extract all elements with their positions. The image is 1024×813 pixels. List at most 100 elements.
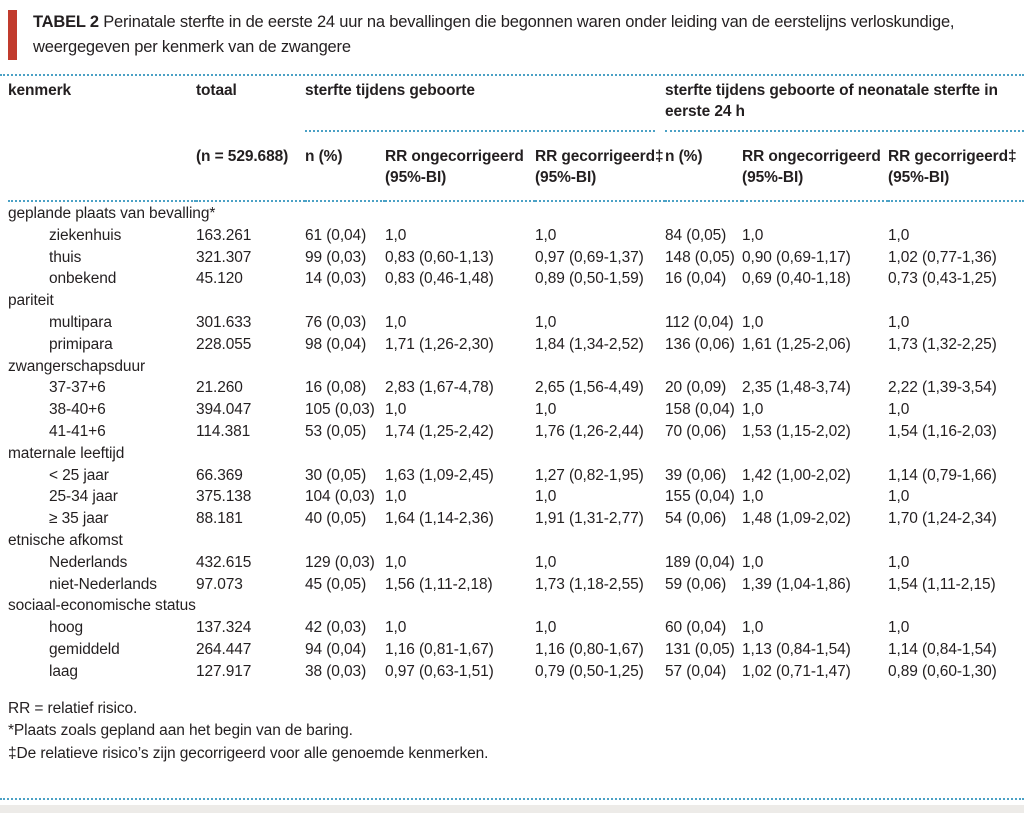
g1-n-value: 42 (0,03) — [305, 619, 367, 637]
table-row: ziekenhuis 163.261 61 (0,04) 1,0 1,0 84 (0,05… — [8, 225, 1024, 247]
g2-rr-corrected-value: 1,0 — [888, 226, 910, 244]
row-kenmerk: primipara — [49, 335, 113, 353]
g2-rr-uncorrected-value: 1,42 (1,00-2,02) — [742, 466, 851, 484]
g2-n-value: 57 (0,04) — [665, 662, 727, 680]
g1-rr-uncorrected-value: 1,71 (1,26-2,30) — [385, 335, 494, 353]
g2-n-value: 59 (0,06) — [665, 575, 727, 593]
section-row: pariteit — [8, 290, 1024, 312]
g2-n-value: 155 (0,04) — [665, 488, 735, 506]
row-totaal: 45.120 — [196, 270, 243, 288]
g1-rr-uncorrected-value: 1,0 — [385, 488, 407, 506]
table-row: niet-Nederlands 97.073 45 (0,05) 1,56 (1,11… — [8, 574, 1024, 596]
g2-rr-corrected-value: 0,89 (0,60-1,30) — [888, 662, 997, 680]
row-kenmerk: 25-34 jaar — [49, 488, 118, 506]
g2-col-rr-corrected: RR gecorrigeerd‡ (95%-BI) — [888, 148, 1017, 186]
g1-rr-uncorrected-value: 1,16 (0,81-1,67) — [385, 640, 494, 658]
g2-col-rr-uncorrected: RR ongecorrigeerd (95%-BI) — [742, 148, 881, 186]
group-header-sterfte-24h: sterfte tijdens geboorte of neonatale st… — [665, 76, 1024, 136]
section-row: sociaal-economische status — [8, 595, 1024, 617]
g2-rr-corrected-value: 1,0 — [888, 313, 910, 331]
row-kenmerk: ziekenhuis — [49, 226, 122, 244]
g1-rr-corrected-value: 1,0 — [535, 226, 557, 244]
section-label: pariteit — [8, 292, 54, 310]
top-rule — [0, 74, 1024, 76]
page-bottom-strip — [0, 805, 1024, 813]
header-row-groups: kenmerk totaal sterfte tijdens geboorte … — [8, 76, 1024, 136]
g2-rr-corrected-value: 1,54 (1,16-2,03) — [888, 422, 997, 440]
g2-n-value: 131 (0,05) — [665, 640, 735, 658]
g2-n-value: 112 (0,04) — [665, 313, 734, 331]
footnotes: RR = relatief risico. *Plaats zoals gepl… — [8, 698, 1016, 766]
section-label: zwangerschapsduur — [8, 357, 146, 375]
g2-rr-uncorrected-value: 0,69 (0,40-1,18) — [742, 270, 851, 288]
row-totaal: 127.917 — [196, 662, 252, 680]
g1-n-value: 61 (0,04) — [305, 226, 367, 244]
g1-rr-uncorrected-value: 0,83 (0,60-1,13) — [385, 248, 494, 266]
g2-n-value: 84 (0,05) — [665, 226, 727, 244]
g2-rr-uncorrected-value: 1,02 (0,71-1,47) — [742, 662, 851, 680]
section-label: etnische afkomst — [8, 531, 123, 549]
table-row: ≥ 35 jaar 88.181 40 (0,05) 1,64 (1,14-2,36)… — [8, 508, 1024, 530]
g1-n-value: 98 (0,04) — [305, 335, 367, 353]
g2-rr-uncorrected-value: 1,13 (0,84-1,54) — [742, 640, 851, 658]
section-row: etnische afkomst — [8, 530, 1024, 552]
accent-bar — [8, 10, 17, 60]
row-kenmerk: Nederlands — [49, 553, 128, 571]
g1-n-value: 45 (0,05) — [305, 575, 367, 593]
g2-rr-uncorrected-value: 1,0 — [742, 226, 764, 244]
table-row: Nederlands 432.615 129 (0,03) 1,0 1,0 189 (0,… — [8, 552, 1024, 574]
row-kenmerk: 38-40+6 — [49, 401, 106, 419]
g1-n-value: 14 (0,03) — [305, 270, 367, 288]
row-totaal: 97.073 — [196, 575, 243, 593]
g1-rr-uncorrected-value: 0,83 (0,46-1,48) — [385, 270, 494, 288]
g2-rr-corrected-value: 1,0 — [888, 401, 910, 419]
g1-n-value: 16 (0,08) — [305, 379, 367, 397]
table-row: thuis 321.307 99 (0,03) 0,83 (0,60-1,13) 0,9… — [8, 247, 1024, 269]
section-label: sociaal-economische status — [8, 597, 196, 615]
g1-rr-corrected-value: 1,16 (0,80-1,67) — [535, 640, 644, 658]
g1-n-value: 30 (0,05) — [305, 466, 367, 484]
g2-n-value: 158 (0,04) — [665, 401, 735, 419]
g2-rr-uncorrected-value: 1,0 — [742, 488, 764, 506]
row-totaal: 88.181 — [196, 510, 243, 528]
row-kenmerk: onbekend — [49, 270, 117, 288]
footnote-asterisk: *Plaats zoals gepland aan het begin van … — [8, 722, 353, 740]
g1-n-value: 38 (0,03) — [305, 662, 367, 680]
g2-rr-uncorrected-value: 1,0 — [742, 313, 764, 331]
g1-rr-uncorrected-value: 1,0 — [385, 553, 407, 571]
table-row: laag 127.917 38 (0,03) 0,97 (0,63-1,51) 0,79… — [8, 661, 1024, 683]
g1-rr-uncorrected-value: 1,56 (1,11-2,18) — [385, 575, 493, 593]
g2-n-value: 70 (0,06) — [665, 422, 727, 440]
table-header: kenmerk totaal sterfte tijdens geboorte … — [8, 76, 1024, 203]
row-kenmerk: 41-41+6 — [49, 422, 106, 440]
table-row: 25-34 jaar 375.138 104 (0,03) 1,0 1,0 155 (0,… — [8, 486, 1024, 508]
g2-n-value: 189 (0,04) — [665, 553, 735, 571]
header-row-subcolumns: (n = 529.688) n (%) RR ongecorrigeerd (9… — [8, 136, 1024, 201]
row-totaal: 432.615 — [196, 553, 252, 571]
row-totaal: 21.260 — [196, 379, 243, 397]
g1-n-value: 99 (0,03) — [305, 248, 367, 266]
g2-rr-corrected-value: 1,0 — [888, 553, 910, 571]
g1-rr-corrected-value: 1,0 — [535, 619, 557, 637]
g2-rr-uncorrected-value: 2,35 (1,48-3,74) — [742, 379, 851, 397]
g1-rr-uncorrected-value: 1,0 — [385, 313, 407, 331]
g1-rr-corrected-value: 1,0 — [535, 313, 557, 331]
table-row: 41-41+6 114.381 53 (0,05) 1,74 (1,25-2,42) 1… — [8, 421, 1024, 443]
table-row: onbekend 45.120 14 (0,03) 0,83 (0,46-1,48) 0… — [8, 268, 1024, 290]
g1-n-value: 76 (0,03) — [305, 313, 367, 331]
row-totaal: 66.369 — [196, 466, 243, 484]
header-separator — [8, 200, 1024, 203]
g1-col-rr-uncorrected: RR ongecorrigeerd (95%-BI) — [385, 148, 524, 186]
g2-rr-corrected-value: 1,70 (1,24-2,34) — [888, 510, 997, 528]
g2-rr-corrected-value: 1,02 (0,77-1,36) — [888, 248, 997, 266]
g1-rr-corrected-value: 1,91 (1,31-2,77) — [535, 510, 644, 528]
group-header-sterfte-geboorte: sterfte tijdens geboorte — [305, 76, 665, 136]
row-kenmerk: < 25 jaar — [49, 466, 109, 484]
g1-rr-corrected-value: 1,73 (1,18-2,55) — [535, 575, 644, 593]
table-row: 37-37+6 21.260 16 (0,08) 2,83 (1,67-4,78) 2,… — [8, 377, 1024, 399]
col-header-totaal: totaal — [196, 82, 237, 99]
g1-rr-corrected-value: 1,0 — [535, 488, 557, 506]
g2-rr-corrected-value: 1,54 (1,11-2,15) — [888, 575, 996, 593]
row-totaal: 321.307 — [196, 248, 252, 266]
